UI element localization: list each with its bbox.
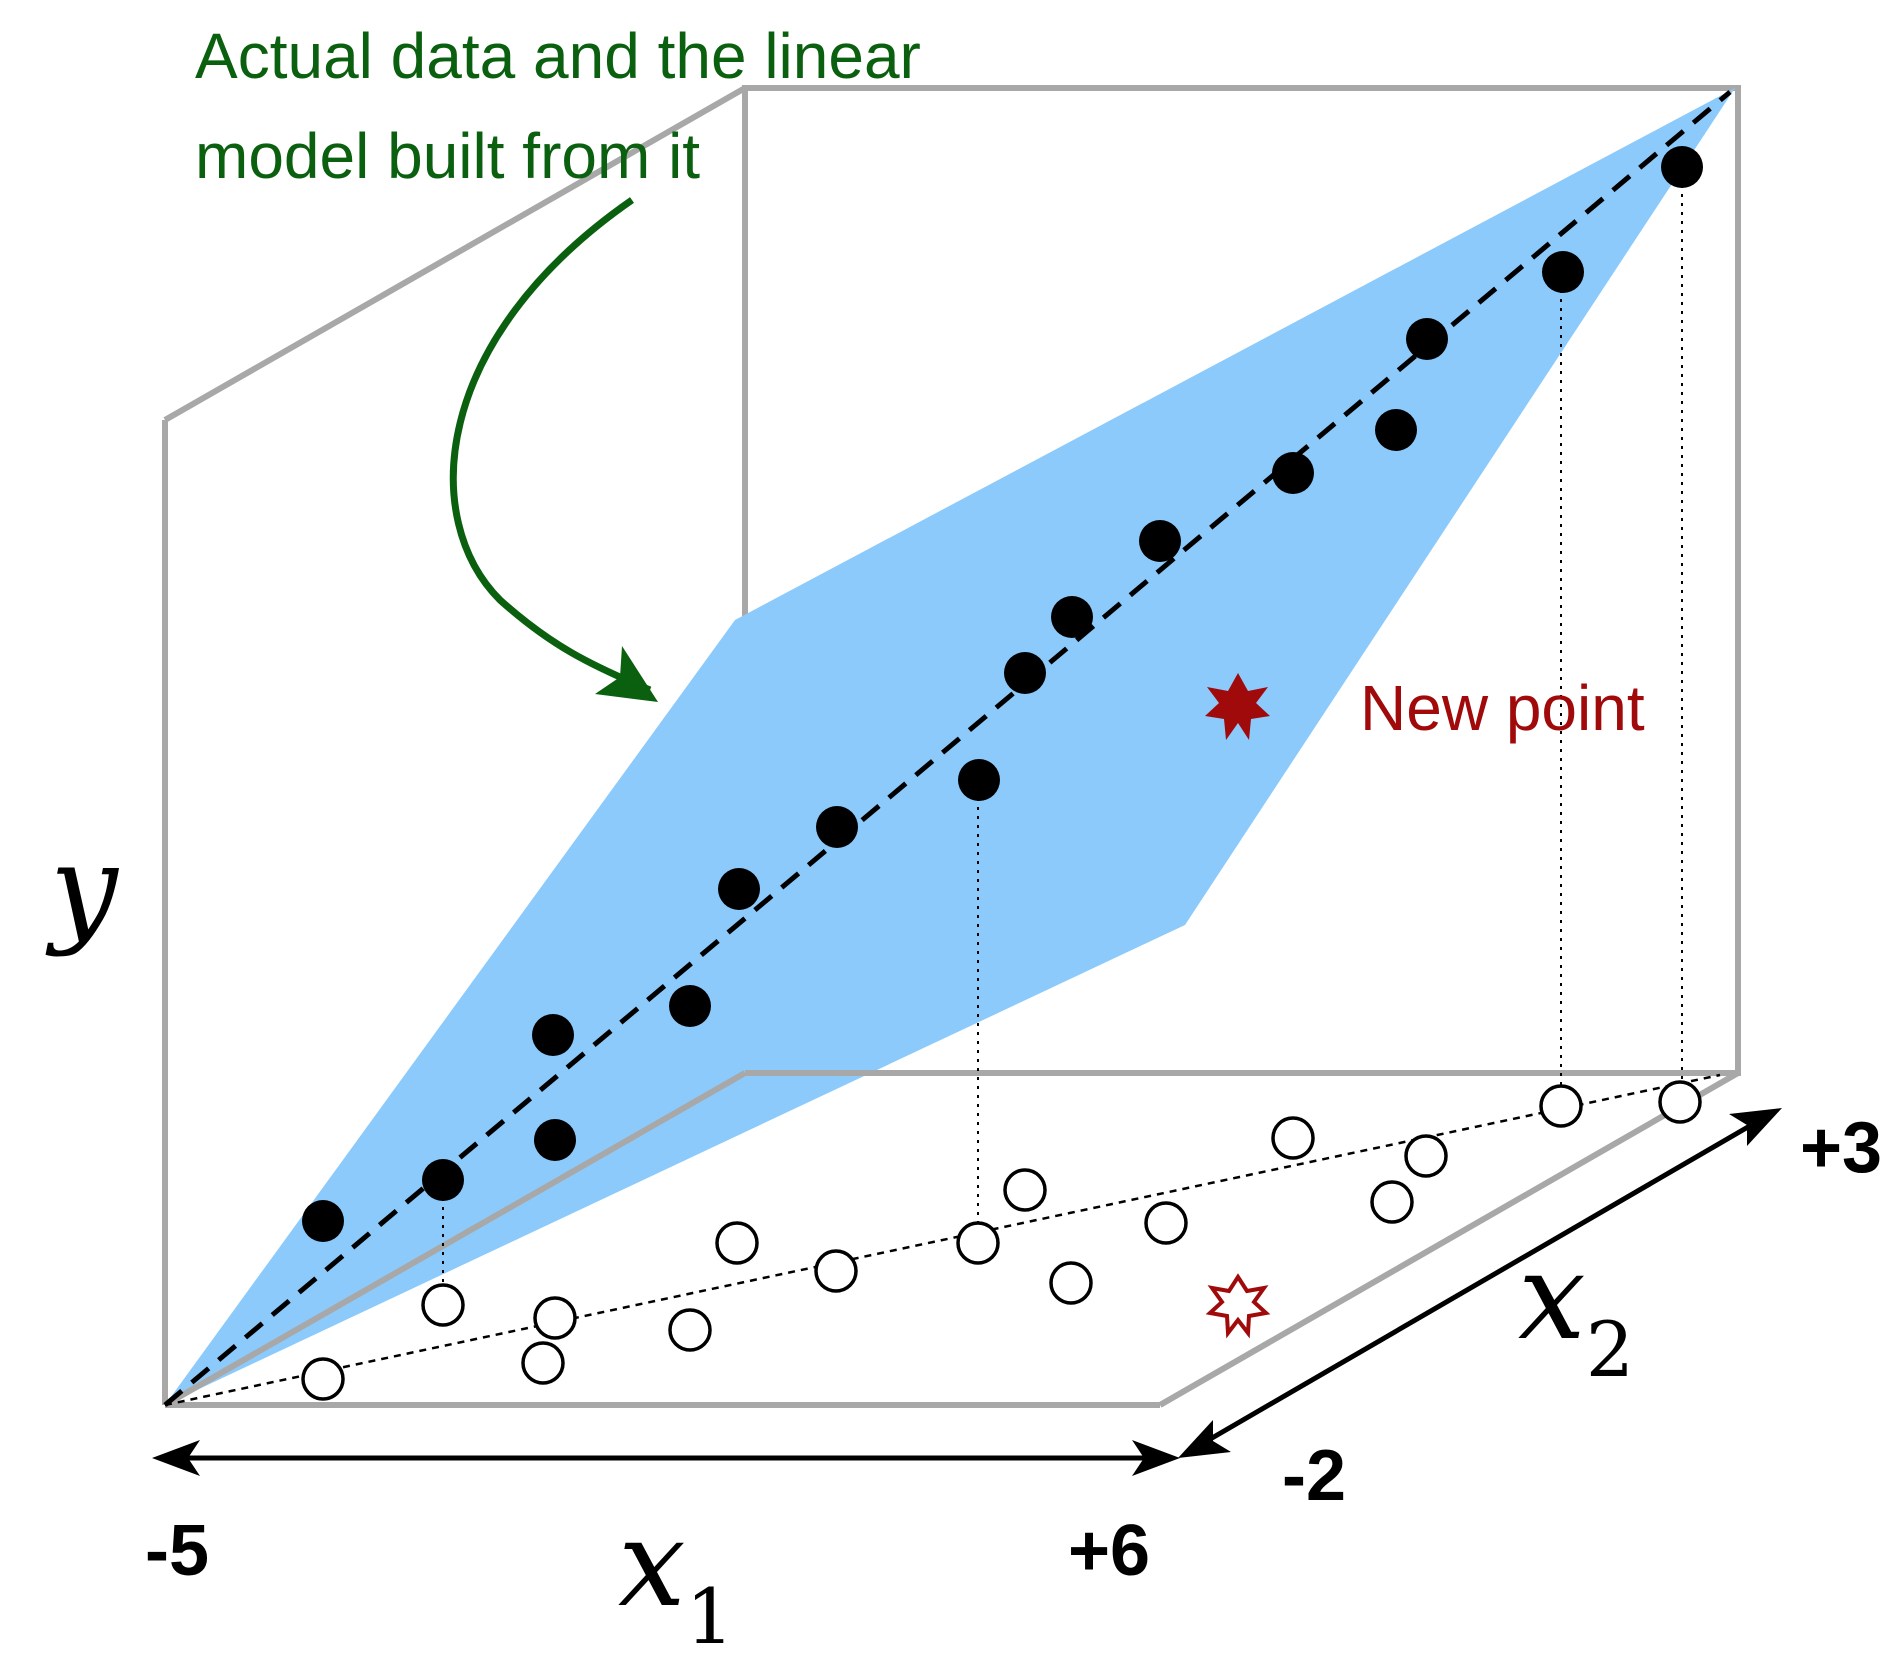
data-point xyxy=(669,985,711,1027)
data-point xyxy=(1375,409,1417,451)
floor-point xyxy=(715,1221,759,1265)
regression-line xyxy=(163,90,1732,1407)
floor-point xyxy=(521,1341,565,1385)
data-point xyxy=(718,868,760,910)
x1-axis-arrow xyxy=(152,1440,1180,1476)
data-point xyxy=(302,1200,344,1242)
data-point xyxy=(1661,146,1703,188)
x2-axis-arrow xyxy=(1178,1108,1782,1458)
data-point xyxy=(1004,652,1046,694)
data-point xyxy=(1272,452,1314,494)
data-point xyxy=(532,1014,574,1056)
data-point xyxy=(1406,318,1448,360)
floor-point xyxy=(533,1296,577,1340)
data-points xyxy=(302,146,1703,1242)
annotation-line-1: Actual data and the linear xyxy=(195,20,921,92)
floor-projection-line xyxy=(164,1073,1721,1407)
data-point xyxy=(958,759,1000,801)
floor-point xyxy=(1658,1080,1702,1124)
bounding-box-front xyxy=(162,420,1740,1408)
x2-max-label: +3 xyxy=(1800,1108,1882,1188)
annotation-arrow-icon xyxy=(449,197,652,694)
x1-subscript: 1 xyxy=(686,1572,734,1661)
data-point xyxy=(534,1119,576,1161)
data-point xyxy=(422,1159,464,1201)
x1-max-label: +6 xyxy=(1068,1511,1150,1591)
data-point xyxy=(1051,596,1093,638)
annotation-arrowhead-icon xyxy=(595,646,658,702)
y-axis-label: y xyxy=(45,820,120,959)
floor-points xyxy=(301,1080,1702,1401)
x2-min-label: -2 xyxy=(1282,1436,1346,1516)
floor-point xyxy=(1049,1261,1093,1305)
new-point-star-icon xyxy=(1205,673,1270,740)
x1-axis-label: x1 xyxy=(618,1495,734,1661)
floor-point xyxy=(1144,1201,1188,1245)
x2-axis-label: x2 xyxy=(1518,1228,1634,1394)
floor-point xyxy=(421,1283,465,1327)
floor-point xyxy=(1370,1180,1414,1224)
x2-subscript: 2 xyxy=(1586,1305,1634,1394)
data-point xyxy=(1139,520,1181,562)
annotation-line-2: model built from it xyxy=(195,120,700,192)
data-point xyxy=(1542,251,1584,293)
floor-point xyxy=(1003,1168,1047,1212)
data-point xyxy=(816,806,858,848)
new-point-label: New point xyxy=(1360,672,1645,744)
x1-min-label: -5 xyxy=(145,1511,209,1591)
floor-point xyxy=(668,1308,712,1352)
floor-point xyxy=(956,1221,1000,1265)
floor-point xyxy=(814,1249,858,1293)
floor-point xyxy=(301,1357,345,1401)
floor-point xyxy=(1271,1116,1315,1160)
floor-point xyxy=(1539,1084,1583,1128)
floor-point xyxy=(1404,1134,1448,1178)
new-point-projection-star-icon xyxy=(1205,1273,1271,1339)
